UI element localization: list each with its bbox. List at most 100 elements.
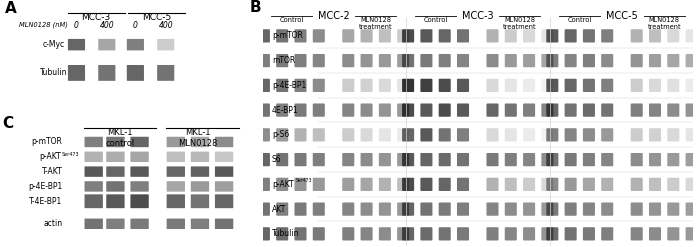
FancyBboxPatch shape xyxy=(486,178,498,191)
FancyBboxPatch shape xyxy=(191,137,209,147)
FancyBboxPatch shape xyxy=(85,152,103,162)
FancyBboxPatch shape xyxy=(106,219,125,229)
FancyBboxPatch shape xyxy=(685,54,698,67)
FancyBboxPatch shape xyxy=(360,29,372,42)
FancyBboxPatch shape xyxy=(360,227,372,241)
FancyBboxPatch shape xyxy=(379,203,391,216)
FancyBboxPatch shape xyxy=(486,153,498,166)
FancyBboxPatch shape xyxy=(667,128,679,142)
FancyBboxPatch shape xyxy=(85,137,103,147)
FancyBboxPatch shape xyxy=(486,103,498,117)
FancyBboxPatch shape xyxy=(98,39,116,50)
FancyBboxPatch shape xyxy=(649,203,661,216)
FancyBboxPatch shape xyxy=(439,79,451,92)
FancyBboxPatch shape xyxy=(565,54,577,67)
FancyBboxPatch shape xyxy=(68,65,85,81)
FancyBboxPatch shape xyxy=(546,79,559,92)
FancyBboxPatch shape xyxy=(631,153,643,166)
FancyBboxPatch shape xyxy=(106,166,125,177)
FancyBboxPatch shape xyxy=(667,79,679,92)
FancyBboxPatch shape xyxy=(667,54,679,67)
FancyBboxPatch shape xyxy=(295,153,307,166)
FancyBboxPatch shape xyxy=(215,219,233,229)
Text: Control: Control xyxy=(424,17,448,23)
Text: MCC-5: MCC-5 xyxy=(142,13,172,22)
FancyBboxPatch shape xyxy=(583,178,595,191)
FancyBboxPatch shape xyxy=(276,227,288,241)
FancyBboxPatch shape xyxy=(215,181,233,192)
FancyBboxPatch shape xyxy=(106,152,125,162)
FancyBboxPatch shape xyxy=(486,54,498,67)
FancyBboxPatch shape xyxy=(276,54,288,67)
FancyBboxPatch shape xyxy=(379,79,391,92)
FancyBboxPatch shape xyxy=(583,103,595,117)
FancyBboxPatch shape xyxy=(360,203,372,216)
FancyBboxPatch shape xyxy=(342,54,354,67)
Text: 4E-BP1: 4E-BP1 xyxy=(272,106,299,115)
FancyBboxPatch shape xyxy=(379,153,391,166)
FancyBboxPatch shape xyxy=(523,203,535,216)
Text: 400: 400 xyxy=(99,21,114,30)
FancyBboxPatch shape xyxy=(295,178,307,191)
FancyBboxPatch shape xyxy=(505,227,517,241)
FancyBboxPatch shape xyxy=(649,79,661,92)
FancyBboxPatch shape xyxy=(342,153,354,166)
FancyBboxPatch shape xyxy=(541,79,554,92)
FancyBboxPatch shape xyxy=(276,128,288,142)
FancyBboxPatch shape xyxy=(546,227,559,241)
FancyBboxPatch shape xyxy=(505,29,517,42)
FancyBboxPatch shape xyxy=(631,54,643,67)
FancyBboxPatch shape xyxy=(313,29,325,42)
FancyBboxPatch shape xyxy=(505,79,517,92)
FancyBboxPatch shape xyxy=(276,103,288,117)
FancyBboxPatch shape xyxy=(258,153,270,166)
FancyBboxPatch shape xyxy=(191,219,209,229)
FancyBboxPatch shape xyxy=(649,103,661,117)
FancyBboxPatch shape xyxy=(421,178,433,191)
FancyBboxPatch shape xyxy=(667,103,679,117)
FancyBboxPatch shape xyxy=(295,54,307,67)
FancyBboxPatch shape xyxy=(402,103,414,117)
FancyBboxPatch shape xyxy=(342,103,354,117)
FancyBboxPatch shape xyxy=(565,227,577,241)
FancyBboxPatch shape xyxy=(360,79,372,92)
FancyBboxPatch shape xyxy=(421,153,433,166)
Text: p-S6: p-S6 xyxy=(272,130,289,139)
FancyBboxPatch shape xyxy=(439,203,451,216)
FancyBboxPatch shape xyxy=(106,137,125,147)
FancyBboxPatch shape xyxy=(631,178,643,191)
FancyBboxPatch shape xyxy=(685,103,698,117)
FancyBboxPatch shape xyxy=(546,29,559,42)
Text: MKL-1
MLN0128: MKL-1 MLN0128 xyxy=(178,128,217,148)
FancyBboxPatch shape xyxy=(130,166,149,177)
FancyBboxPatch shape xyxy=(215,152,233,162)
FancyBboxPatch shape xyxy=(127,65,144,81)
FancyBboxPatch shape xyxy=(601,178,613,191)
FancyBboxPatch shape xyxy=(523,153,535,166)
FancyBboxPatch shape xyxy=(379,227,391,241)
Text: MCC-2: MCC-2 xyxy=(318,11,349,21)
FancyBboxPatch shape xyxy=(258,54,270,67)
FancyBboxPatch shape xyxy=(397,178,410,191)
FancyBboxPatch shape xyxy=(360,153,372,166)
FancyBboxPatch shape xyxy=(158,39,174,50)
FancyBboxPatch shape xyxy=(457,103,469,117)
FancyBboxPatch shape xyxy=(158,65,174,81)
Text: C: C xyxy=(2,117,13,131)
FancyBboxPatch shape xyxy=(167,152,185,162)
FancyBboxPatch shape xyxy=(583,227,595,241)
FancyBboxPatch shape xyxy=(313,153,325,166)
FancyBboxPatch shape xyxy=(631,79,643,92)
FancyBboxPatch shape xyxy=(276,29,288,42)
FancyBboxPatch shape xyxy=(583,29,595,42)
FancyBboxPatch shape xyxy=(523,227,535,241)
FancyBboxPatch shape xyxy=(402,153,414,166)
FancyBboxPatch shape xyxy=(276,203,288,216)
FancyBboxPatch shape xyxy=(546,103,559,117)
FancyBboxPatch shape xyxy=(523,128,535,142)
FancyBboxPatch shape xyxy=(667,29,679,42)
FancyBboxPatch shape xyxy=(421,79,433,92)
FancyBboxPatch shape xyxy=(397,79,410,92)
FancyBboxPatch shape xyxy=(106,194,125,208)
FancyBboxPatch shape xyxy=(631,128,643,142)
